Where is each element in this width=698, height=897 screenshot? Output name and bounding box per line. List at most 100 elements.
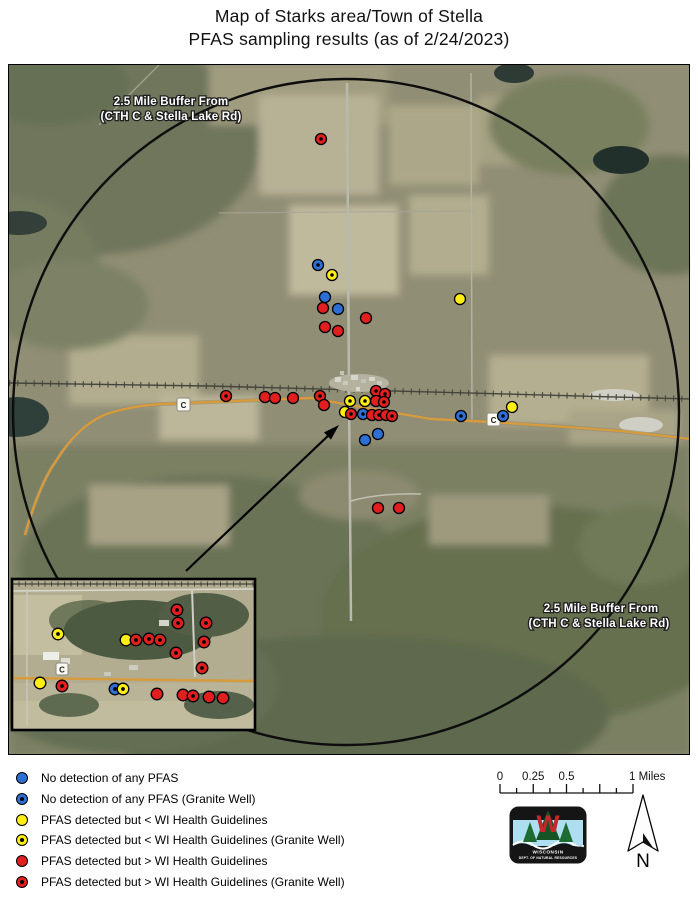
scale-label-05: 0.5 [559,771,575,783]
legend-swatch-yellow-granite [16,834,28,847]
granite-well-dot [191,694,195,698]
inset-border [10,577,257,732]
map-canvas: 2.5 Mile Buffer From (CTH C & Stella Lak… [9,65,689,754]
lake [9,397,49,437]
sample-point-red [371,501,385,515]
sample-point-red [331,324,345,338]
logo-line-2: DEPT. OF NATURAL RESOURCES [519,856,578,860]
lake [593,146,649,174]
sample-point-blue [318,290,332,304]
sample-point-red [150,687,164,701]
scale-bar: 0 0.25 0.5 1 Miles [497,771,666,794]
sample-point-red [258,390,272,404]
inset-map: C [10,577,257,732]
sample-point-yellow [453,292,467,306]
page-title: Map of Starks area/Town of Stella PFAS s… [0,5,698,51]
logo-line-1: WISCONSIN [532,850,563,855]
legend-swatch-blue-granite [16,793,28,806]
buffer-label-line2: (CTH C & Stella Lake Rd) [101,111,242,123]
buffer-label-top: 2.5 Mile Buffer From (CTH C & Stella Lak… [99,95,242,125]
granite-well-dot [349,412,353,416]
sample-point-red [359,311,373,325]
legend-item: PFAS detected but < WI Health Guidelines… [16,830,345,851]
svg-text:C: C [181,401,187,410]
buffer-label-bottom: 2.5 Mile Buffer From (CTH C & Stella Lak… [527,602,670,632]
road-shield: C [176,397,191,412]
granite-well-dot [383,392,387,396]
scale-label-0: 0 [497,771,503,783]
legend-swatch-red [16,855,28,868]
title-line-1: Map of Starks area/Town of Stella [214,6,484,26]
granite-well-dot [202,640,206,644]
granite-well-dot [374,389,378,393]
legend-item: PFAS detected but > WI Health Guidelines [16,851,345,872]
legend-label: PFAS detected but > WI Health Guidelines [41,854,268,869]
granite-well-dot [319,137,323,141]
granite-well-dot [174,651,178,655]
cth-c-road [23,396,689,536]
granite-well-dot [330,273,334,277]
legend: No detection of any PFAS No detection of … [16,768,345,892]
buffer-label-line2: (CTH C & Stella Lake Rd) [529,618,670,630]
sample-point-red [286,391,300,405]
scale-label-1mi: 1 Miles [629,771,666,783]
granite-well-dot [158,638,162,642]
sample-point-red [392,501,406,515]
inset-cth-c-road [12,676,255,683]
granite-well-dot [176,621,180,625]
granite-well-dot [147,637,151,641]
granite-well-dot [121,687,125,691]
legend-label: PFAS detected but < WI Health Guidelines [41,812,268,827]
granite-well-dot [113,687,117,691]
legend-label: No detection of any PFAS (Granite Well) [41,792,256,807]
sample-point-red [202,690,216,704]
legend-label: PFAS detected but < WI Health Guidelines… [41,833,345,848]
granite-well-dot [390,414,394,418]
buffer-circle [11,77,681,747]
legend-item: PFAS detected but > WI Health Guidelines… [16,871,345,892]
inset-sample-points-layer [33,603,230,705]
legend-label: No detection of any PFAS [41,771,179,786]
sample-point-red [317,398,331,412]
granite-well-dot [348,399,352,403]
granite-well-dot [377,413,381,417]
legend-item: No detection of any PFAS [16,768,345,789]
dnr-logo: W WISCONSIN DEPT. OF NATURAL RESOURCES [509,806,587,864]
pond [494,65,534,83]
sample-point-red [216,691,230,705]
sample-point-red [316,301,330,315]
sample-point-blue [371,427,385,441]
svg-text:C: C [491,416,497,425]
svg-text:C: C [59,666,65,675]
granite-well-dot [20,879,24,884]
sample-point-yellow [505,400,519,414]
buffer-label-line1: 2.5 Mile Buffer From [544,603,659,615]
granite-well-dot [316,263,320,267]
sample-point-blue [331,302,345,316]
inset-building [43,652,59,660]
granite-well-dot [175,608,179,612]
scale-label-025: 0.25 [522,771,544,783]
dnr-monogram: W [536,813,560,838]
legend-item: No detection of any PFAS (Granite Well) [16,789,345,810]
granite-well-dot [56,632,60,636]
lake [9,211,47,235]
granite-well-dot [224,394,228,398]
granite-well-dot [318,394,322,398]
granite-well-dot [20,797,24,802]
granite-well-dot [134,638,138,642]
granite-well-dot [60,684,64,688]
legend-swatch-red-granite [16,875,28,888]
title-line-2: PFAS sampling results (as of 2/24/2023) [188,29,510,49]
granite-well-dot [204,621,208,625]
sample-points-layer [219,132,519,515]
sample-point-blue [358,433,372,447]
north-arrow: N [627,794,659,870]
legend-item: PFAS detected but < WI Health Guidelines [16,809,345,830]
buffer-label-line1: 2.5 Mile Buffer From [114,96,229,108]
sample-point-red [318,320,332,334]
granite-well-dot [361,412,365,416]
locator-arrow [185,425,339,572]
road-shield: C [55,662,69,676]
granite-well-dot [200,666,204,670]
